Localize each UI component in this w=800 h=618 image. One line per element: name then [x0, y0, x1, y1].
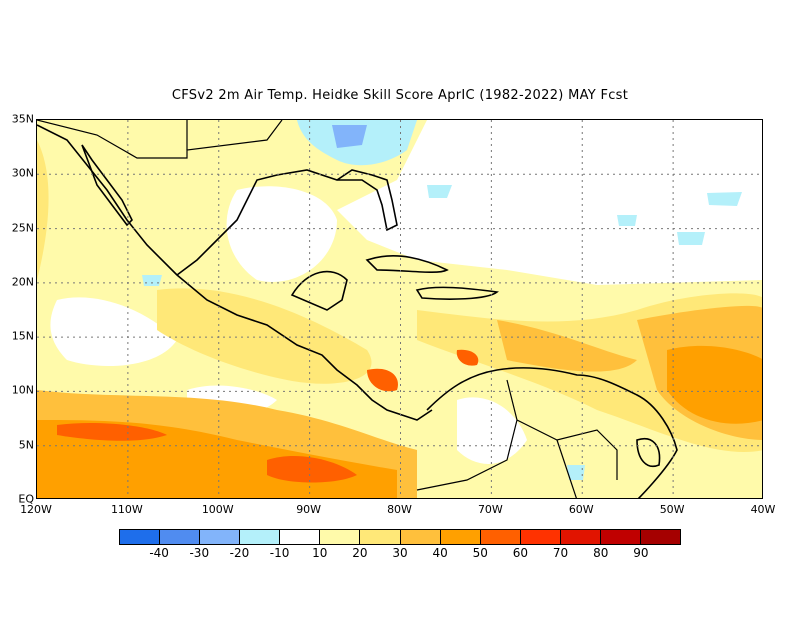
latitude-tick-label: 15N: [11, 329, 34, 343]
colorbar-swatch: [560, 530, 601, 544]
coastlines: [37, 124, 678, 498]
colorbar-swatch: [641, 530, 681, 544]
colorbar-swatch: [440, 530, 481, 544]
longitude-tick-label: 60W: [568, 503, 594, 516]
latitude-tick-label: 10N: [11, 383, 34, 397]
longitude-tick-label: 100W: [201, 503, 234, 516]
latitude-tick-label: 25N: [11, 221, 34, 235]
colorbar-label: 80: [593, 546, 609, 560]
latitude-tick-label: 35N: [11, 112, 34, 126]
longitude-tick-label: 50W: [659, 503, 685, 516]
colorbar-label: 30: [392, 546, 408, 560]
map-title: CFSv2 2m Air Temp. Heidke Skill Score Ap…: [171, 88, 629, 103]
colorbar-swatch: [320, 530, 361, 544]
colorbar-swatch: [480, 530, 521, 544]
colorbar: [119, 529, 681, 545]
latitude-tick-label: 20N: [11, 275, 34, 289]
colorbar-swatch: [200, 530, 241, 544]
colorbar-swatch: [600, 530, 642, 544]
colorbar-swatch: [280, 530, 321, 544]
longitude-tick-label: 40W: [750, 503, 776, 516]
colorbar-swatch: [360, 530, 401, 544]
colorbar-swatch: [120, 530, 161, 544]
colorbar-label: -30: [189, 546, 210, 560]
longitude-tick-label: 90W: [296, 503, 322, 516]
colorbar-label: 70: [552, 546, 569, 560]
colorbar-label: 20: [352, 546, 368, 560]
colorbar-label: 90: [633, 546, 649, 560]
map-panel: [36, 119, 763, 499]
colorbar-swatch: [520, 530, 561, 544]
longitude-tick-label: 120W: [20, 503, 52, 516]
colorbar-label: 40: [432, 546, 448, 560]
skill-score-map: [37, 120, 762, 498]
skill-shading: [37, 120, 762, 498]
longitude-tick-label: 110W: [110, 503, 143, 516]
latitude-tick-label: 30N: [11, 166, 34, 180]
colorbar-label: 50: [472, 546, 488, 560]
colorbar-label: 10: [312, 546, 328, 560]
political-borders: [37, 120, 618, 498]
lat-lon-grid: [37, 120, 762, 498]
longitude-tick-label: 80W: [387, 503, 412, 516]
colorbar-swatch: [160, 530, 201, 544]
latitude-tick-label: EQ: [18, 492, 34, 506]
colorbar-swatch: [400, 530, 441, 544]
latitude-tick-label: 5N: [18, 438, 34, 452]
colorbar-label: 60: [512, 546, 529, 560]
colorbar-label: -40: [149, 546, 169, 560]
colorbar-label: -10: [269, 546, 290, 560]
colorbar-label: -20: [229, 546, 250, 560]
colorbar-swatch: [240, 530, 281, 544]
longitude-tick-label: 70W: [477, 503, 503, 516]
